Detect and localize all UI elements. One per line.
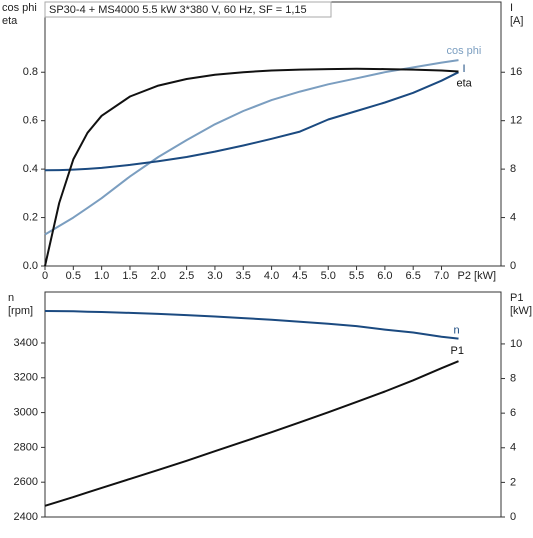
x-tick-label: 5.5: [349, 270, 364, 282]
x-tick-label: 0: [42, 270, 48, 282]
y2-tick-label: 2: [510, 476, 516, 488]
x-tick-label: 4.0: [264, 270, 279, 282]
y-axis-label: cos phi: [2, 2, 37, 14]
x-tick-label: 4.5: [292, 270, 307, 282]
plot-frame: [44, 291, 502, 518]
y2-tick-label: 4: [510, 442, 516, 454]
y-tick-label: 0.2: [23, 211, 38, 223]
y-tick-label: 3000: [14, 406, 38, 418]
y-tick-label: 0.8: [23, 66, 38, 78]
y-tick-label: 3200: [14, 372, 38, 384]
y2-axis-label: [A]: [510, 15, 523, 27]
chart-title: SP30-4 + MS4000 5.5 kW 3*380 V, 60 Hz, S…: [49, 4, 307, 16]
y2-tick-label: 10: [510, 338, 522, 350]
x-tick-label: 1.5: [122, 270, 137, 282]
x-tick-label: 0.5: [66, 270, 81, 282]
y2-tick-label: 6: [510, 407, 516, 419]
curve-label: P1: [451, 345, 464, 357]
x-tick-label: 1.0: [94, 270, 109, 282]
y-tick-label: 3400: [14, 337, 38, 349]
y-tick-label: 2400: [14, 511, 38, 523]
y2-tick-label: 16: [510, 66, 522, 78]
curve: [44, 360, 459, 507]
x-tick-label: 6.0: [377, 270, 392, 282]
y-tick-label: 0.4: [23, 163, 38, 175]
x-tick-label: 3.0: [207, 270, 222, 282]
plot-frame: [44, 1, 502, 267]
y2-tick-label: 8: [510, 372, 516, 384]
curve: [44, 67, 459, 267]
curve-label: I: [463, 63, 466, 75]
curve-label: eta: [457, 77, 473, 89]
title-box: [44, 1, 332, 18]
y2-axis-label: P1: [510, 292, 523, 304]
y2-tick-label: 0: [510, 511, 516, 523]
x-tick-label: 7.0: [434, 270, 449, 282]
y2-axis-label: I: [510, 2, 513, 14]
y-tick-label: 2600: [14, 476, 38, 488]
curve-label: n: [454, 325, 460, 337]
y2-tick-label: 0: [510, 260, 516, 272]
curve: [44, 59, 459, 236]
y2-tick-label: 4: [510, 211, 516, 223]
curve: [44, 71, 459, 172]
y2-tick-label: 12: [510, 115, 522, 127]
y2-axis-label: [kW]: [510, 305, 532, 317]
y-axis-label: n: [8, 292, 14, 304]
x-tick-label: 2.5: [179, 270, 194, 282]
y-tick-label: 2800: [14, 441, 38, 453]
x-axis-label: P2 [kW]: [458, 270, 497, 282]
x-tick-label: 2.0: [151, 270, 166, 282]
curve: [44, 310, 459, 340]
x-tick-label: 3.5: [236, 270, 251, 282]
x-tick-label: 5.0: [321, 270, 336, 282]
y-tick-label: 0.0: [23, 260, 38, 272]
x-tick-label: 6.5: [406, 270, 421, 282]
y-axis-label: eta: [2, 15, 18, 27]
y2-tick-label: 8: [510, 163, 516, 175]
y-axis-label: [rpm]: [8, 305, 33, 317]
y-tick-label: 0.6: [23, 115, 38, 127]
curve-label: cos phi: [447, 45, 482, 57]
